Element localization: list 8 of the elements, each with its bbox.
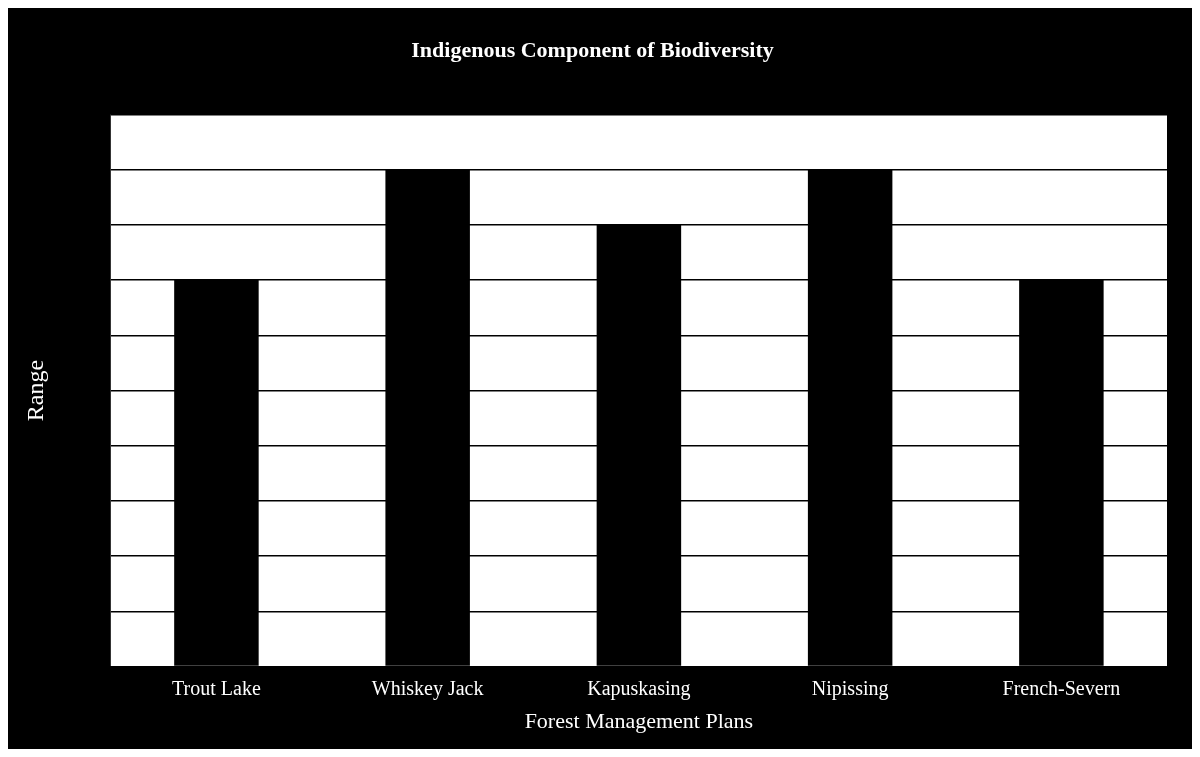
- y-axis-title: Range: [21, 359, 48, 422]
- x-axis-title: Forest Management Plans: [524, 707, 754, 733]
- x-tick-label: French-Severn: [1002, 676, 1121, 699]
- x-tick-label: Trout Lake: [172, 676, 261, 699]
- x-tick-label: Nipissing: [811, 676, 889, 700]
- x-tick-label: Whiskey Jack: [371, 676, 484, 700]
- chart-title: Indigenous Component of Biodiversity: [411, 36, 774, 62]
- x-tick-label: Kapuskasing: [587, 676, 691, 700]
